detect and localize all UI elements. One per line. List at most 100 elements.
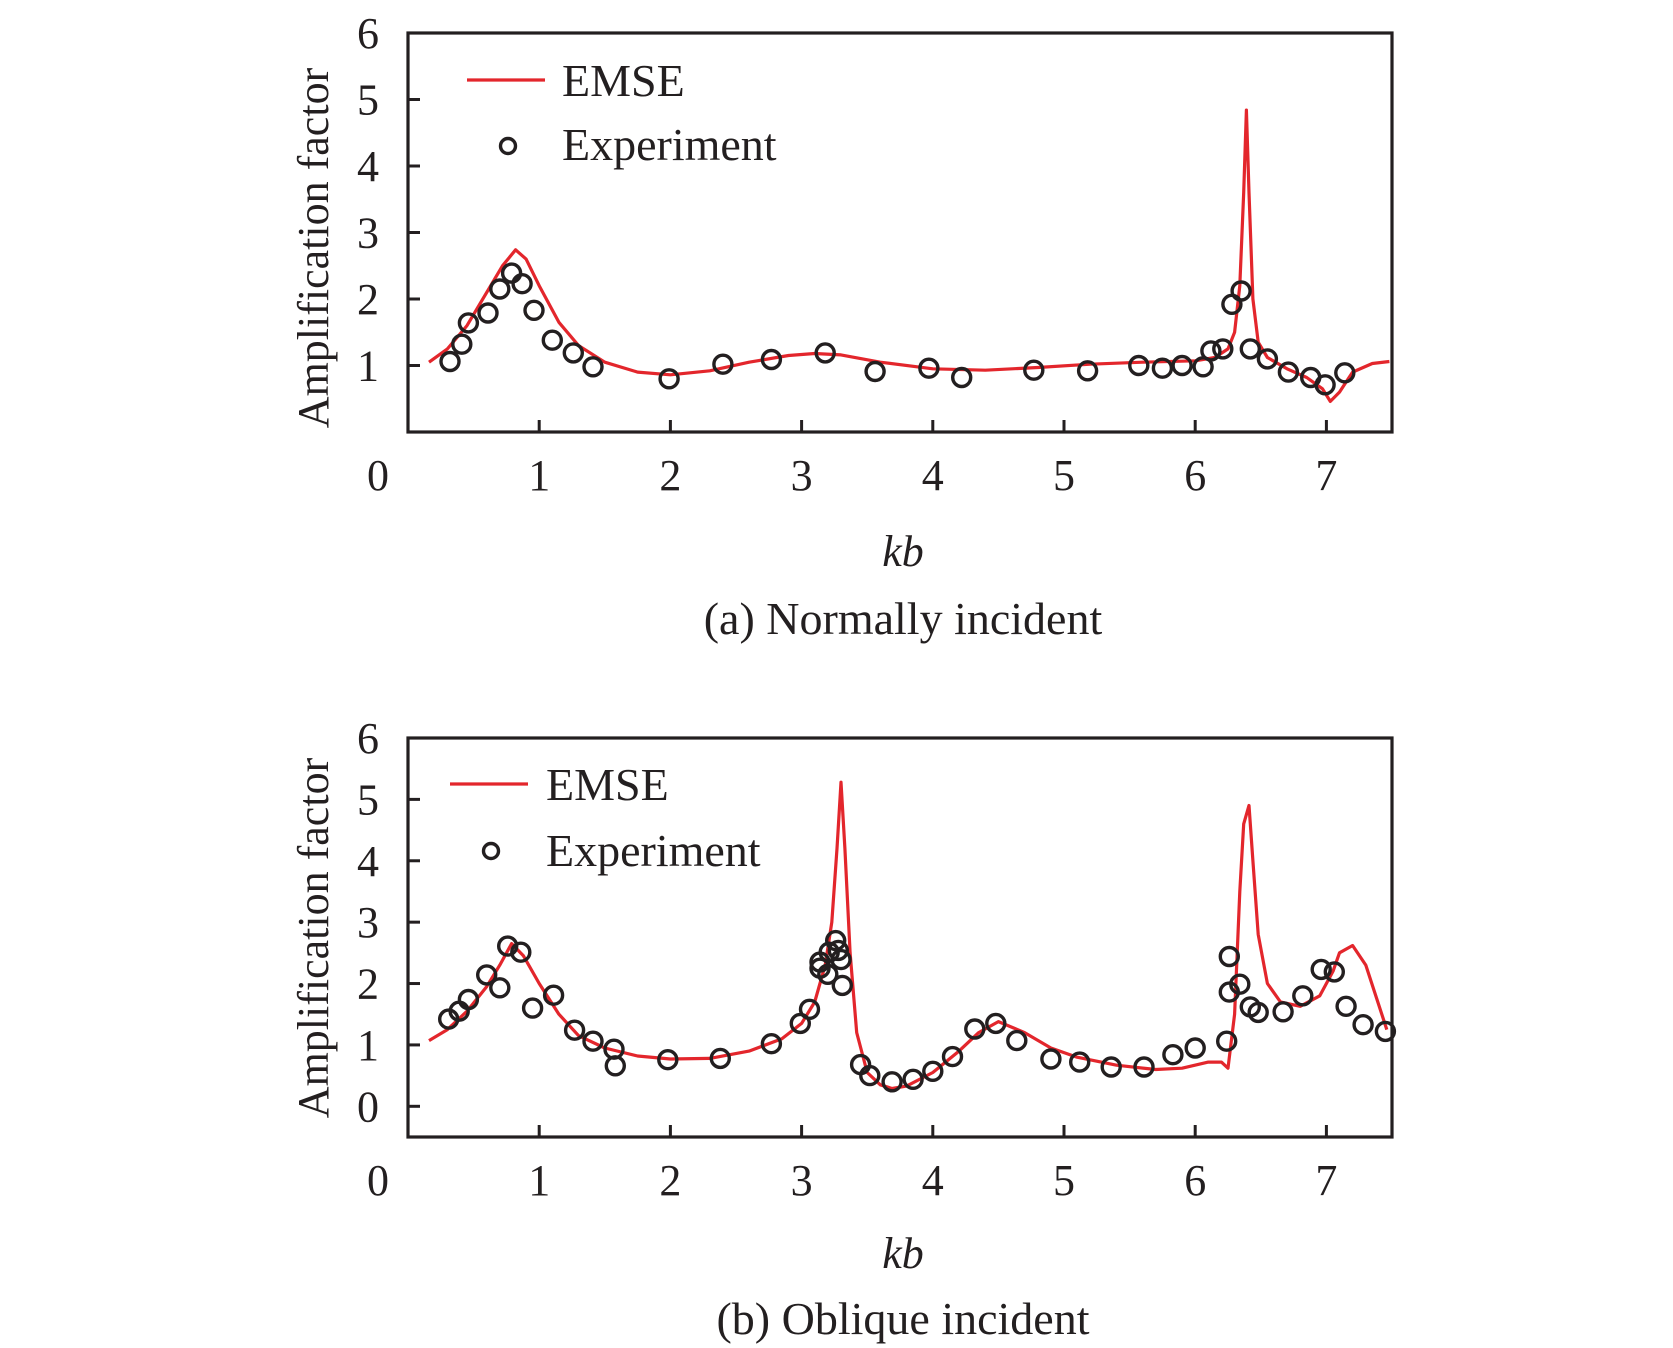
y-tick-label: 3 bbox=[357, 209, 379, 258]
experiment-point bbox=[658, 368, 680, 390]
experiment-point bbox=[1230, 280, 1252, 302]
x-tick-label: 3 bbox=[791, 451, 813, 500]
experiment-point bbox=[521, 997, 544, 1019]
experiment-point bbox=[1200, 340, 1222, 362]
x-tick-label: 6 bbox=[1184, 1156, 1206, 1205]
experiment-point bbox=[1040, 1048, 1062, 1070]
legend-experiment-marker bbox=[498, 136, 518, 156]
experiment-point bbox=[582, 1030, 604, 1052]
emse-curve bbox=[428, 108, 1390, 403]
legend-emse-label: EMSE bbox=[546, 759, 669, 810]
experiment-point bbox=[477, 302, 499, 324]
experiment-point bbox=[1374, 1020, 1397, 1043]
experiment-point bbox=[918, 357, 940, 379]
experiment-point bbox=[825, 929, 847, 952]
experiment-point bbox=[1229, 973, 1251, 995]
x-tick-label: 6 bbox=[1184, 451, 1206, 500]
x-tick-label: 0 bbox=[367, 451, 389, 500]
experiment-point bbox=[1292, 985, 1314, 1007]
x-tick-label: 5 bbox=[1053, 451, 1075, 500]
experiment-point bbox=[489, 278, 511, 300]
x-tick-label: 1 bbox=[528, 451, 550, 500]
x-tick-label: 7 bbox=[1315, 451, 1337, 500]
panel-b-oblique-incident: Amplification factor 0 1 2 3 4 5 6 0 1 2 3 4 5 6 7 EM… bbox=[289, 714, 1397, 1344]
experiment-point bbox=[1151, 357, 1174, 379]
experiment-point bbox=[1277, 361, 1300, 383]
legend: EMSE Experiment bbox=[450, 759, 761, 876]
legend-emse-label: EMSE bbox=[562, 55, 685, 106]
x-axis-label: kb bbox=[882, 1229, 924, 1278]
legend-experiment-label: Experiment bbox=[546, 825, 761, 876]
experiment-point bbox=[827, 939, 849, 962]
y-tick-label: 0 bbox=[357, 1082, 379, 1131]
y-tick-label: 1 bbox=[357, 342, 379, 391]
experiment-point bbox=[1006, 1029, 1028, 1052]
experiment-point bbox=[1256, 348, 1279, 370]
plot-frame bbox=[406, 31, 1394, 434]
y-tick-label: 1 bbox=[357, 1021, 379, 1070]
legend-experiment-label: Experiment bbox=[562, 119, 777, 170]
x-tick-label: 0 bbox=[367, 1156, 389, 1205]
experiment-point bbox=[985, 1012, 1007, 1035]
x-tick-label: 4 bbox=[922, 451, 944, 500]
x-tick-label: 2 bbox=[659, 1156, 681, 1205]
emse-line bbox=[428, 108, 1390, 403]
experiment-point bbox=[859, 1064, 881, 1087]
experiment-point bbox=[451, 333, 473, 355]
experiment-point bbox=[1334, 362, 1356, 384]
y-tick-label: 4 bbox=[357, 837, 379, 886]
panel-a-normally-incident: Amplification factor 1 2 3 4 5 6 0 1 2 3 4 5 6 7 EMS… bbox=[289, 9, 1394, 644]
experiment-point bbox=[902, 1068, 924, 1091]
experiment-point bbox=[709, 1047, 731, 1070]
experiment-point bbox=[941, 1045, 964, 1068]
x-tick-label: 4 bbox=[922, 1156, 944, 1205]
experiment-point bbox=[830, 948, 852, 971]
experiment-point bbox=[657, 1048, 679, 1071]
experiment-point bbox=[1314, 374, 1336, 396]
x-tick-label: 7 bbox=[1315, 1156, 1337, 1205]
experiment-point bbox=[1023, 359, 1045, 381]
plot-frame bbox=[406, 736, 1394, 1139]
y-tick-label: 5 bbox=[357, 76, 379, 125]
experiment-point bbox=[582, 356, 604, 378]
experiment-point bbox=[1218, 945, 1241, 968]
experiment-point bbox=[1323, 961, 1346, 983]
y-tick-label: 2 bbox=[357, 275, 379, 324]
experiment-point bbox=[511, 273, 533, 295]
x-ticks: 0 1 2 3 4 5 6 7 bbox=[367, 420, 1337, 500]
experiment-point bbox=[542, 984, 565, 1006]
experiment-point bbox=[1215, 1030, 1238, 1052]
experiment-point bbox=[457, 988, 480, 1011]
experiment-point bbox=[1212, 338, 1234, 360]
experiment-point bbox=[881, 1071, 903, 1093]
x-tick-label: 5 bbox=[1053, 1156, 1075, 1205]
experiment-point bbox=[1184, 1037, 1206, 1059]
experiment-point bbox=[1272, 1001, 1294, 1023]
experiment-point bbox=[1068, 1051, 1091, 1073]
experiment-point bbox=[814, 342, 836, 364]
experiment-point bbox=[964, 1018, 986, 1040]
experiment-point bbox=[1171, 354, 1193, 377]
experiment-point bbox=[1100, 1056, 1122, 1078]
experiment-point bbox=[489, 977, 511, 999]
experiment-point bbox=[541, 329, 563, 351]
experiment-point bbox=[760, 348, 783, 371]
experiment-point bbox=[562, 342, 584, 364]
y-axis-label: Amplification factor bbox=[289, 757, 338, 1118]
y-tick-label: 3 bbox=[357, 898, 379, 947]
experiment-point bbox=[500, 262, 523, 284]
experiment-point bbox=[712, 353, 734, 375]
x-tick-label: 3 bbox=[791, 1156, 813, 1205]
y-tick-label: 6 bbox=[357, 9, 379, 58]
y-tick-label: 5 bbox=[357, 775, 379, 824]
experiment-point bbox=[1310, 958, 1332, 981]
panel-caption: (a) Normally incident bbox=[704, 593, 1103, 644]
x-axis-label: kb bbox=[882, 527, 924, 576]
experiment-point bbox=[510, 941, 532, 963]
experiment-point bbox=[798, 998, 821, 1020]
experiment-point bbox=[604, 1055, 626, 1077]
experiment-point bbox=[1076, 360, 1099, 382]
y-tick-label: 4 bbox=[357, 142, 379, 191]
y-ticks: 0 1 2 3 4 5 6 bbox=[357, 714, 420, 1131]
